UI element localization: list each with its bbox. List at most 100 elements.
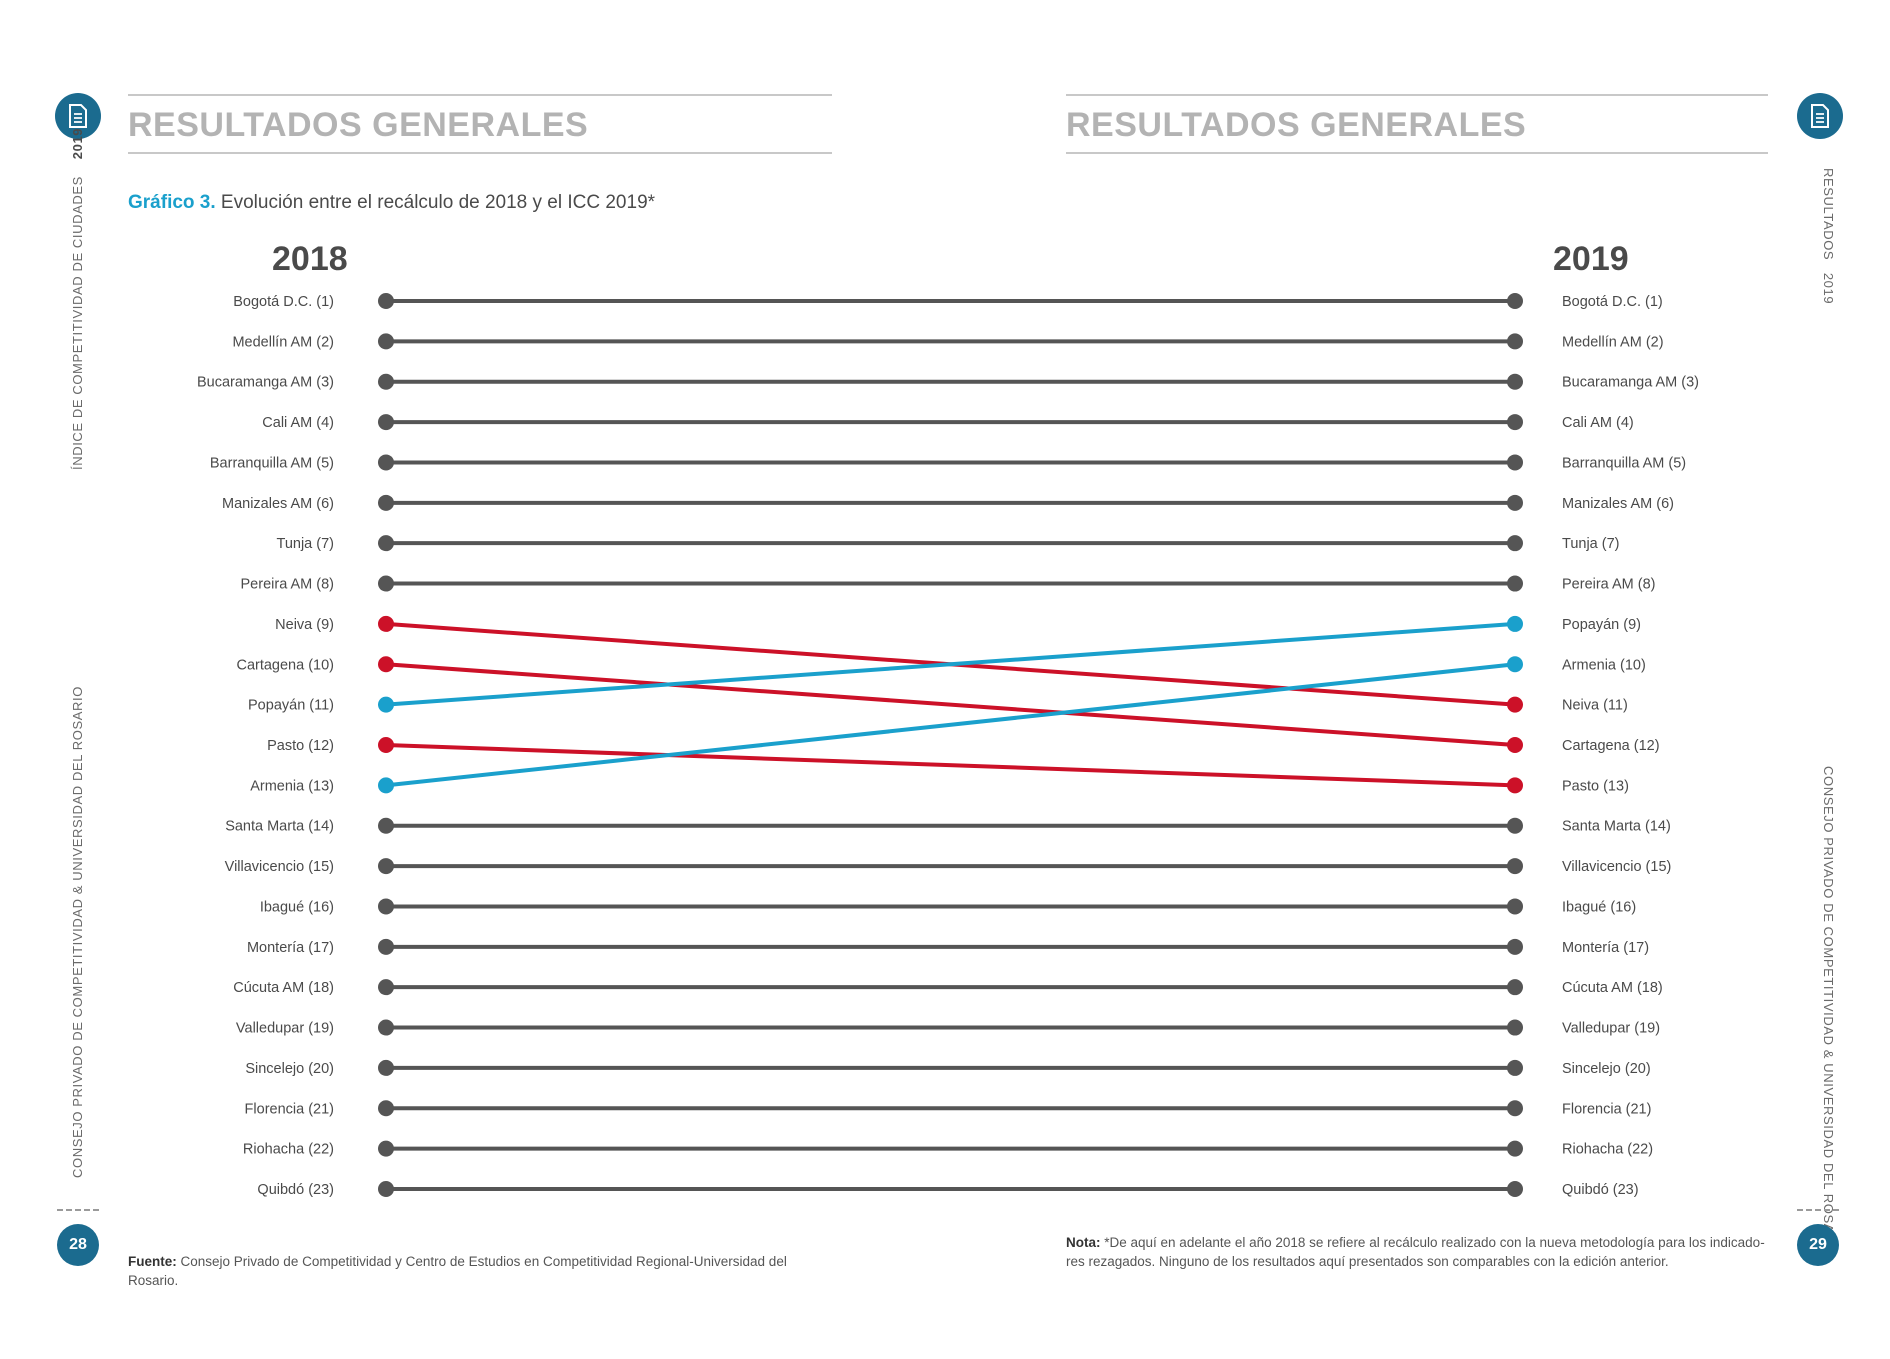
point-end-armenia bbox=[1507, 656, 1523, 673]
point-start-tunja bbox=[378, 535, 394, 552]
label-2019-riohacha: Riohacha (22) bbox=[1562, 1142, 1653, 1158]
point-start-neiva bbox=[378, 615, 394, 632]
point-start-armenia bbox=[378, 777, 394, 794]
label-2018-cali-am: Cali AM (4) bbox=[262, 415, 334, 431]
point-start-manizales-am bbox=[378, 494, 394, 511]
header-rule-left-bottom bbox=[128, 152, 832, 154]
point-end-quibdo bbox=[1507, 1181, 1523, 1197]
series-line-cartagena bbox=[384, 662, 1517, 747]
point-start-popayan bbox=[378, 696, 394, 713]
source-text: Consejo Privado de Competitividad y Cent… bbox=[128, 1254, 787, 1288]
series-line-pasto bbox=[384, 743, 1517, 788]
point-start-monteria bbox=[378, 938, 394, 955]
point-start-sincelejo bbox=[378, 1059, 394, 1076]
point-end-barranquilla-am bbox=[1507, 454, 1523, 471]
document-glyph-icon bbox=[69, 104, 87, 128]
point-end-manizales-am bbox=[1507, 494, 1523, 511]
label-2019-villavicencio: Villavicencio (15) bbox=[1562, 859, 1671, 875]
label-2018-quibdo: Quibdó (23) bbox=[257, 1182, 334, 1198]
label-2018-pereira-am: Pereira AM (8) bbox=[241, 577, 334, 593]
source-note: Fuente: Consejo Privado de Competitivida… bbox=[128, 1252, 828, 1290]
label-2018-armenia: Armenia (13) bbox=[250, 778, 334, 794]
point-end-cartagena bbox=[1507, 737, 1523, 753]
series-line-armenia bbox=[384, 662, 1517, 788]
point-end-bogota-d-c bbox=[1507, 293, 1523, 309]
point-start-cucuta-am bbox=[378, 979, 394, 996]
label-2019-barranquilla-am: Barranquilla AM (5) bbox=[1562, 455, 1686, 471]
label-2019-pasto: Pasto (13) bbox=[1562, 778, 1629, 794]
label-2018-medellin-am: Medellín AM (2) bbox=[232, 334, 334, 350]
label-2018-barranquilla-am: Barranquilla AM (5) bbox=[210, 455, 334, 471]
point-end-cali-am bbox=[1507, 414, 1523, 431]
chart-caption-text: Evolución entre el recálculo de 2018 y e… bbox=[215, 192, 656, 213]
document-icon-right bbox=[1797, 93, 1843, 139]
label-2019-medellin-am: Medellín AM (2) bbox=[1562, 334, 1664, 350]
label-2018-santa-marta: Santa Marta (14) bbox=[225, 819, 334, 835]
label-2018-cartagena: Cartagena (10) bbox=[236, 657, 334, 673]
point-start-pasto bbox=[378, 737, 394, 753]
source-label: Fuente: bbox=[128, 1254, 177, 1269]
label-2018-monteria: Montería (17) bbox=[247, 940, 334, 956]
point-start-santa-marta bbox=[378, 817, 394, 834]
point-end-tunja bbox=[1507, 535, 1523, 552]
point-end-neiva bbox=[1507, 696, 1523, 713]
chart-caption-label: Gráfico 3. bbox=[128, 192, 216, 213]
label-2019-monteria: Montería (17) bbox=[1562, 940, 1649, 956]
point-start-florencia bbox=[378, 1100, 394, 1117]
label-2019-bogota-d-c: Bogotá D.C. (1) bbox=[1562, 294, 1663, 310]
document-icon-left bbox=[55, 93, 101, 139]
label-2019-cartagena: Cartagena (12) bbox=[1562, 738, 1660, 754]
point-end-ibague bbox=[1507, 898, 1523, 915]
point-end-pasto bbox=[1507, 777, 1523, 794]
header-rule-right-top bbox=[1066, 94, 1768, 96]
point-end-sincelejo bbox=[1507, 1059, 1523, 1076]
label-2018-florencia: Florencia (21) bbox=[245, 1101, 334, 1117]
label-2019-neiva: Neiva (11) bbox=[1562, 698, 1628, 714]
label-2018-tunja: Tunja (7) bbox=[277, 536, 334, 552]
label-2019-quibdo: Quibdó (23) bbox=[1562, 1182, 1639, 1198]
point-end-villavicencio bbox=[1507, 858, 1523, 875]
label-2018-ibague: Ibagué (16) bbox=[260, 899, 334, 915]
point-end-bucaramanga-am bbox=[1507, 373, 1523, 390]
left-divider bbox=[57, 1209, 99, 1211]
label-2018-riohacha: Riohacha (22) bbox=[243, 1142, 334, 1158]
label-2018-sincelejo: Sincelejo (20) bbox=[245, 1061, 334, 1077]
label-2018-manizales-am: Manizales AM (6) bbox=[222, 496, 334, 512]
label-2019-santa-marta: Santa Marta (14) bbox=[1562, 819, 1671, 835]
left-page-title: RESULTADOS GENERALES bbox=[128, 106, 589, 144]
note-label: Nota: bbox=[1066, 1235, 1101, 1250]
year-heading-start: 2018 bbox=[272, 240, 348, 278]
point-start-cartagena bbox=[378, 656, 394, 673]
point-start-riohacha bbox=[378, 1140, 394, 1157]
label-2019-sincelejo: Sincelejo (20) bbox=[1562, 1061, 1651, 1077]
label-2018-villavicencio: Villavicencio (15) bbox=[225, 859, 334, 875]
point-start-valledupar bbox=[378, 1019, 394, 1036]
label-2019-cucuta-am: Cúcuta AM (18) bbox=[1562, 980, 1663, 996]
label-2018-bucaramanga-am: Bucaramanga AM (3) bbox=[197, 375, 334, 391]
chart-caption: Gráfico 3. Evolución entre el recálculo … bbox=[128, 192, 655, 214]
point-end-monteria bbox=[1507, 938, 1523, 955]
label-2018-neiva: Neiva (9) bbox=[275, 617, 334, 633]
right-page-title: RESULTADOS GENERALES bbox=[1066, 106, 1527, 144]
label-2019-pereira-am: Pereira AM (8) bbox=[1562, 577, 1655, 593]
point-start-barranquilla-am bbox=[378, 454, 394, 471]
series-line-popayan bbox=[384, 621, 1517, 707]
point-start-pereira-am bbox=[378, 575, 394, 592]
point-end-popayan bbox=[1507, 615, 1523, 632]
label-2019-bucaramanga-am: Bucaramanga AM (3) bbox=[1562, 375, 1699, 391]
header-rule-left-top bbox=[128, 94, 832, 96]
point-end-medellin-am bbox=[1507, 333, 1523, 350]
point-start-bogota-d-c bbox=[378, 293, 394, 309]
point-end-pereira-am bbox=[1507, 575, 1523, 592]
point-end-florencia bbox=[1507, 1100, 1523, 1117]
point-start-bucaramanga-am bbox=[378, 373, 394, 390]
point-start-quibdo bbox=[378, 1181, 394, 1197]
label-2019-cali-am: Cali AM (4) bbox=[1562, 415, 1634, 431]
label-2018-valledupar: Valledupar (19) bbox=[236, 1021, 334, 1037]
label-2019-armenia: Armenia (10) bbox=[1562, 657, 1646, 673]
label-2019-popayan: Popayán (9) bbox=[1562, 617, 1641, 633]
label-2019-ibague: Ibagué (16) bbox=[1562, 899, 1636, 915]
point-start-medellin-am bbox=[378, 333, 394, 350]
label-2018-popayan: Popayán (11) bbox=[248, 698, 334, 714]
